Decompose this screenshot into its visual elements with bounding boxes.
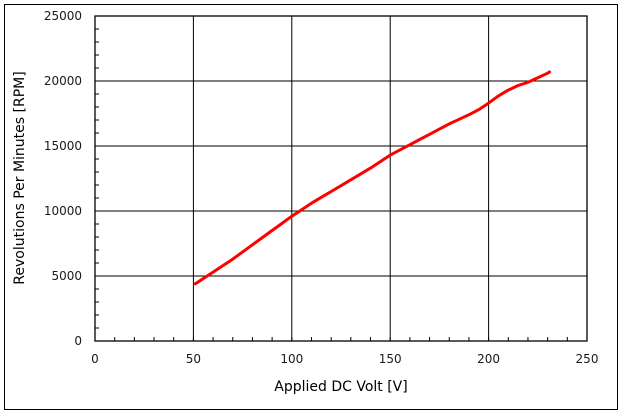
plot-area	[94, 15, 588, 342]
y-tick-label: 10000	[44, 204, 82, 218]
x-tick-label: 200	[477, 352, 500, 366]
chart-frame	[4, 4, 618, 410]
x-tick-label: 50	[186, 352, 201, 366]
gridlines	[94, 15, 588, 342]
y-axis-title: Revolutions Per Minutes [RPM]	[12, 71, 28, 284]
minor-ticks	[94, 15, 588, 342]
x-tick-label: 100	[280, 352, 303, 366]
y-tick-label: 15000	[44, 139, 82, 153]
y-axis-tick-labels: 0 5000 10000 15000 20000 25000	[44, 9, 82, 348]
x-axis-tick-labels: 0 50 100 150 200 250	[91, 352, 598, 366]
y-tick-label: 0	[74, 334, 82, 348]
y-tick-label: 20000	[44, 74, 82, 88]
x-tick-label: 0	[91, 352, 99, 366]
x-tick-label: 250	[576, 352, 599, 366]
x-tick-label: 150	[379, 352, 402, 366]
x-axis-title: Applied DC Volt [V]	[274, 379, 407, 395]
y-tick-label: 5000	[51, 269, 82, 283]
y-tick-label: 25000	[44, 9, 82, 23]
rpm-series-line	[193, 70, 552, 286]
